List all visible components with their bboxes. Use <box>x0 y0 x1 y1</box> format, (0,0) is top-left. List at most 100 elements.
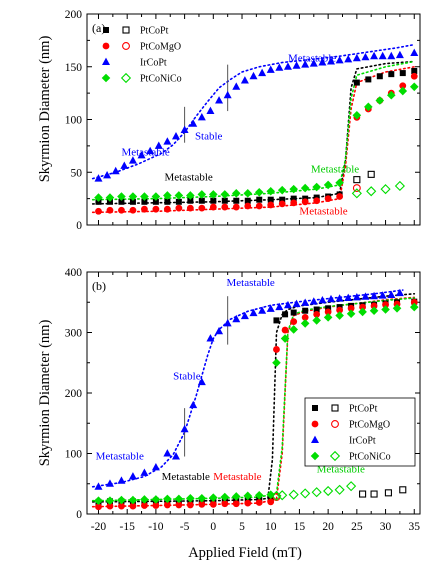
data-point <box>410 72 418 80</box>
data-point <box>232 203 240 211</box>
data-point <box>175 204 183 212</box>
data-point <box>399 82 407 90</box>
data-point <box>409 82 419 92</box>
data-point <box>399 70 406 77</box>
data-point <box>353 176 361 184</box>
data-point <box>346 481 357 492</box>
data-point <box>301 60 310 68</box>
data-point <box>283 62 292 70</box>
data-point <box>318 58 327 66</box>
data-point <box>198 197 205 204</box>
data-point <box>312 182 321 192</box>
data-point <box>240 311 249 320</box>
data-point <box>243 491 253 501</box>
panel-label: (a) <box>92 21 105 35</box>
data-point <box>118 206 125 214</box>
data-point <box>375 96 385 105</box>
data-point <box>174 191 184 200</box>
data-point <box>151 463 160 471</box>
data-point <box>106 502 114 510</box>
data-point <box>292 61 301 69</box>
data-point <box>290 318 298 326</box>
legend-label: PtCoMgO <box>140 42 181 53</box>
data-point <box>152 502 160 509</box>
y-tick-label: 100 <box>65 115 83 127</box>
data-point <box>352 110 362 120</box>
y-tick-label: 200 <box>65 9 83 21</box>
legend-marker-open <box>331 420 339 428</box>
data-point <box>313 310 321 318</box>
data-point <box>325 305 332 312</box>
data-point <box>209 500 217 508</box>
data-point <box>273 346 280 353</box>
data-point <box>94 174 103 182</box>
x-tick-label: -10 <box>148 521 164 533</box>
data-point <box>106 206 114 214</box>
guide-curve <box>91 43 416 180</box>
legend-label: PtCoPt <box>349 404 378 415</box>
data-point <box>300 319 310 328</box>
data-point <box>289 184 298 194</box>
data-point <box>175 198 182 205</box>
data-point <box>197 377 206 386</box>
data-point <box>266 304 275 312</box>
data-point <box>232 82 241 90</box>
data-point <box>290 199 298 207</box>
legend-marker-open <box>122 42 130 50</box>
data-point <box>336 306 344 314</box>
data-point <box>378 51 387 60</box>
data-point <box>163 501 171 509</box>
data-point <box>395 50 404 59</box>
data-point <box>233 197 240 204</box>
panel-a: 0 50 100 150 200 Metastable Metastable Stable Me… <box>65 9 421 232</box>
annotation-label: Metastable <box>227 277 275 289</box>
data-point <box>370 490 378 498</box>
legend-label: PtCoMgO <box>349 420 390 431</box>
annotation-label: Metastable <box>165 172 213 184</box>
data-point <box>197 112 206 121</box>
y-tick-label: 100 <box>65 449 83 461</box>
data-point <box>163 137 172 145</box>
data-point <box>273 317 280 324</box>
data-point <box>206 106 215 115</box>
data-point <box>282 311 289 318</box>
data-point <box>175 501 183 509</box>
x-axis-label: Applied Field (mT) <box>188 545 302 561</box>
data-point <box>394 180 405 192</box>
data-point <box>129 206 137 214</box>
data-point <box>344 293 353 302</box>
data-point <box>180 424 189 433</box>
data-point <box>311 487 322 498</box>
legend-box <box>304 397 416 467</box>
data-point <box>164 198 171 205</box>
data-point <box>281 326 289 334</box>
data-point <box>210 197 217 204</box>
data-point <box>141 198 148 205</box>
data-point <box>309 297 318 305</box>
data-point <box>95 503 102 511</box>
data-point <box>346 309 356 319</box>
data-point <box>186 204 194 212</box>
data-point <box>189 119 198 127</box>
data-point <box>358 307 367 317</box>
data-point <box>141 205 148 213</box>
data-point <box>154 141 163 149</box>
data-point <box>129 502 137 510</box>
data-point <box>221 197 228 204</box>
data-point <box>398 86 408 96</box>
x-tick-label: 5 <box>239 521 245 533</box>
data-point <box>279 196 286 203</box>
data-point <box>392 304 402 313</box>
data-point <box>117 495 126 505</box>
data-point <box>163 449 172 457</box>
legend-marker-filled <box>101 73 111 83</box>
data-point <box>198 500 206 508</box>
data-point <box>395 288 404 297</box>
data-point <box>186 191 195 200</box>
data-point <box>324 308 332 316</box>
data-point <box>186 493 195 503</box>
data-point <box>221 203 229 211</box>
data-point <box>312 316 321 325</box>
data-point <box>336 193 344 200</box>
